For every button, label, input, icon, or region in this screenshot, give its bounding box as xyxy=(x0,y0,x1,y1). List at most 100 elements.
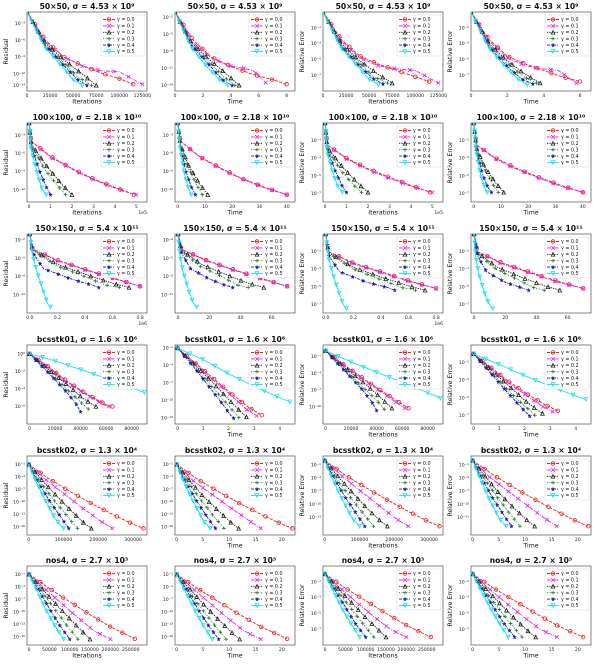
data-point-marker xyxy=(211,486,216,491)
data-point-marker xyxy=(196,270,202,276)
data-point-marker xyxy=(254,251,260,257)
data-point-marker xyxy=(483,364,489,371)
data-point-marker xyxy=(196,616,202,621)
subplot-title: 50×50, σ = 4.53 × 10⁹ xyxy=(484,2,579,11)
data-point-marker xyxy=(93,403,99,409)
data-point-marker xyxy=(38,281,44,287)
x-tick-label: 0 xyxy=(28,647,31,653)
data-point-marker xyxy=(177,469,183,475)
series-line xyxy=(471,12,537,84)
data-point-marker xyxy=(508,367,514,373)
data-point-marker xyxy=(59,608,65,614)
data-point-marker xyxy=(52,491,58,497)
x-tick-label: 20 xyxy=(575,537,581,543)
series-line xyxy=(472,460,558,527)
data-point-marker xyxy=(567,629,573,634)
legend-label: γ = 0.2 xyxy=(265,30,283,36)
data-point-marker xyxy=(206,383,212,390)
data-point-marker xyxy=(550,409,555,414)
data-point-marker xyxy=(198,505,204,511)
data-point-marker xyxy=(190,252,196,257)
x-axis-label: Time xyxy=(226,653,242,660)
data-point-marker xyxy=(61,595,66,600)
data-point-marker xyxy=(65,363,71,369)
data-point-marker xyxy=(211,61,217,66)
data-point-marker xyxy=(353,379,359,386)
data-point-marker xyxy=(46,593,52,599)
data-point-marker xyxy=(343,503,349,509)
data-point-marker xyxy=(124,280,129,285)
data-point-marker xyxy=(428,634,433,640)
data-point-marker xyxy=(339,270,345,276)
series-5 xyxy=(323,571,363,640)
series-line xyxy=(28,574,91,640)
data-point-marker xyxy=(254,571,260,576)
data-point-marker xyxy=(196,601,200,606)
x-tick-label: 0 xyxy=(28,204,31,210)
data-point-marker xyxy=(231,415,237,421)
data-point-marker xyxy=(227,273,233,279)
data-point-marker xyxy=(363,264,369,270)
data-point-marker xyxy=(402,596,408,602)
data-point-marker xyxy=(200,156,205,161)
data-point-marker xyxy=(351,176,357,182)
y-axis-label: Residual xyxy=(3,38,10,64)
series-0 xyxy=(471,458,591,529)
data-point-marker xyxy=(481,175,487,181)
subplot-title: 150×150, σ = 5.4 × 10¹¹ xyxy=(479,224,582,233)
data-point-marker xyxy=(141,390,147,396)
data-point-marker xyxy=(368,601,374,607)
data-point-marker xyxy=(402,406,407,411)
data-point-marker xyxy=(530,81,536,87)
y-tick-label: 10⁻¹ xyxy=(15,572,25,578)
data-point-marker xyxy=(402,140,408,146)
data-point-marker xyxy=(323,571,328,577)
legend-box xyxy=(544,236,590,279)
data-point-marker xyxy=(353,268,358,272)
x-tick-label: 4 xyxy=(113,204,116,210)
data-point-marker xyxy=(187,147,193,152)
data-point-marker xyxy=(555,408,561,414)
y-tick-label: 10⁻¹ xyxy=(459,579,469,585)
data-point-marker xyxy=(75,493,81,499)
data-point-marker xyxy=(213,383,219,389)
legend-label: γ = 0.1 xyxy=(265,578,283,584)
data-point-marker xyxy=(580,634,586,640)
y-tick-label: 10⁻¹ xyxy=(459,138,469,144)
y-axis-label: Relative Error xyxy=(447,363,454,405)
data-point-marker xyxy=(237,415,241,420)
subplot-1-2: 100×100, σ = 2.18 × 10¹⁰10⁻¹10⁻³10⁻⁵10⁻⁷… xyxy=(299,113,444,217)
data-point-marker xyxy=(84,610,89,615)
subplot-3-3: bcsstk01, σ = 1.6 × 10⁶10⁻¹10⁻³10⁻⁵10⁻⁷0… xyxy=(447,335,592,439)
legend-label: γ = 0.2 xyxy=(117,474,135,480)
data-point-marker xyxy=(75,268,81,274)
x-tick-label: 200000 xyxy=(386,537,404,543)
data-point-marker xyxy=(343,488,347,493)
data-point-marker xyxy=(228,519,234,525)
legend-label: γ = 0.3 xyxy=(413,147,431,153)
data-point-marker xyxy=(47,498,53,504)
data-point-marker xyxy=(339,46,345,52)
data-point-marker xyxy=(236,376,242,382)
data-point-marker xyxy=(344,156,349,162)
y-tick-label: 10⁻¹³ xyxy=(161,416,173,422)
x-tick-label: 30 xyxy=(257,204,263,210)
data-point-marker xyxy=(359,190,364,195)
y-tick-label: 10⁻¹⁰ xyxy=(13,609,25,615)
y-tick-label: 10⁻¹⁰ xyxy=(309,502,321,508)
data-point-marker xyxy=(490,306,496,312)
data-point-marker xyxy=(533,624,539,629)
legend-label: γ = 0.4 xyxy=(413,154,431,160)
data-point-marker xyxy=(380,609,385,614)
data-point-marker xyxy=(106,362,112,368)
data-point-marker xyxy=(483,488,489,494)
data-point-marker xyxy=(551,36,555,41)
legend-label: γ = 0.5 xyxy=(117,160,135,166)
data-point-marker xyxy=(570,392,576,398)
legend-label: γ = 0.3 xyxy=(117,258,135,264)
data-point-marker xyxy=(403,147,407,152)
legend-label: γ = 0.4 xyxy=(265,597,283,603)
y-axis-label: Relative Error xyxy=(447,584,454,626)
data-point-marker xyxy=(524,617,529,622)
data-point-marker xyxy=(515,496,521,501)
